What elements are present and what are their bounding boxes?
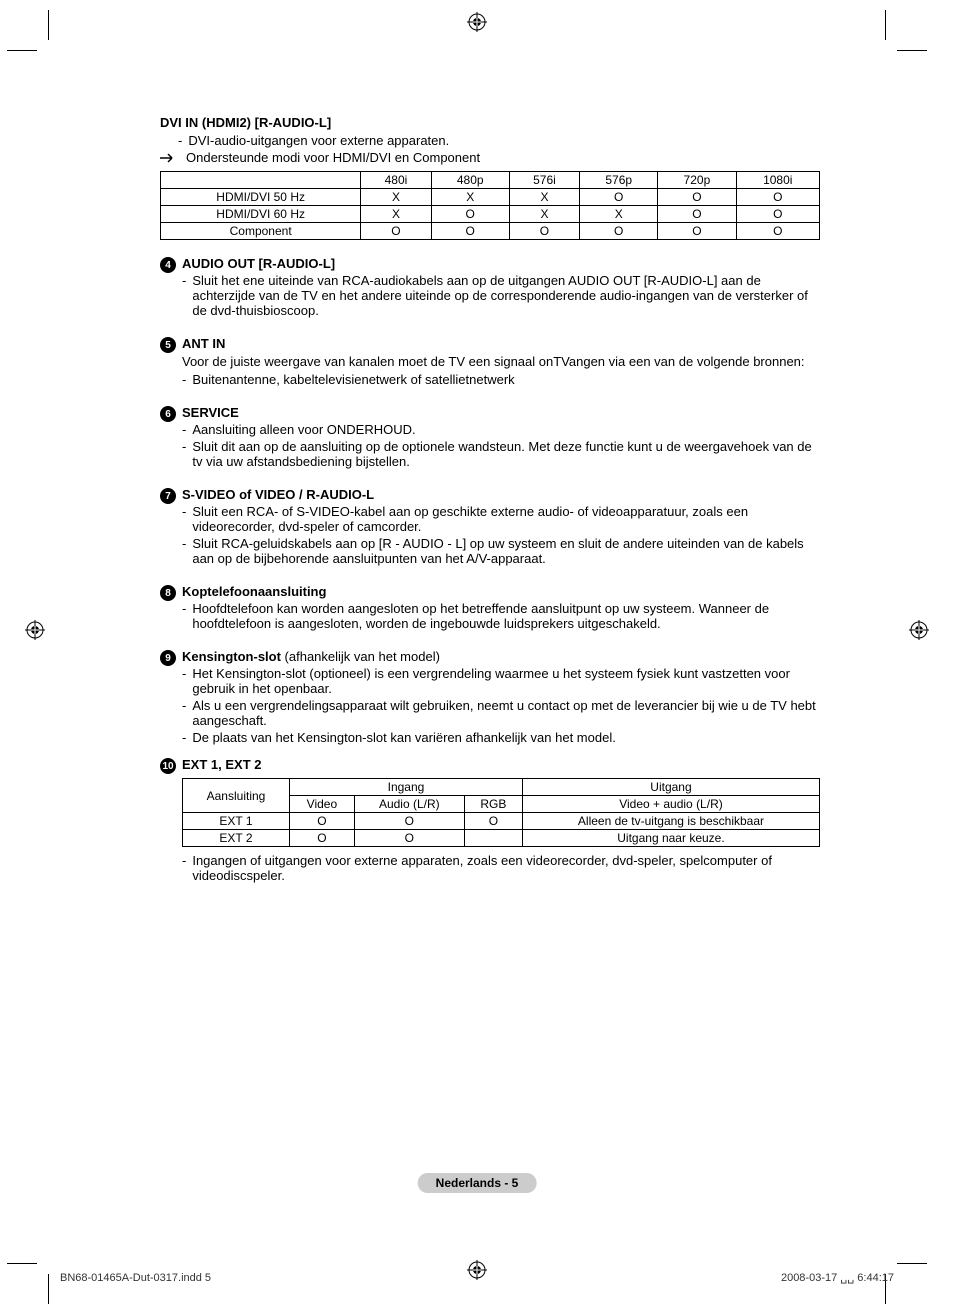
section-heading: ANT IN [182,336,820,351]
body-text: Ingangen of uitgangen voor externe appar… [192,853,820,883]
body-text: Als u een vergrendelingsapparaat wilt ge… [192,698,820,728]
table-row: HDMI/DVI 60 HzXOXXOO [161,206,820,223]
section-heading: EXT 1, EXT 2 [182,757,820,772]
body-text: DVI-audio-uitgangen voor externe apparat… [188,133,449,148]
list-item: -Sluit dit aan op de aansluiting op de o… [182,439,820,469]
registration-mark-icon [467,12,487,32]
table-row: EXT 1 O O O Alleen de tv-uitgang is besc… [183,813,820,830]
registration-mark-icon [909,620,929,640]
step-number-icon: 10 [160,758,176,774]
section-heading: SERVICE [182,405,820,420]
table-row: ComponentOOOOOO [161,223,820,240]
step-number-icon: 7 [160,488,176,504]
step-number-icon: 9 [160,650,176,666]
body-text: De plaats van het Kensington-slot kan va… [192,730,615,745]
step-number-icon: 6 [160,406,176,422]
page-content: DVI IN (HDMI2) [R-AUDIO-L] -DVI-audio-ui… [160,115,820,885]
table-header: 480p [431,172,509,189]
table-header: 576i [509,172,579,189]
note-line: Ondersteunde modi voor HDMI/DVI en Compo… [160,150,820,165]
ext-table: Aansluiting Ingang Uitgang Video Audio (… [182,778,820,847]
step-number-icon: 5 [160,337,176,353]
table-row: EXT 2 O O Uitgang naar keuze. [183,830,820,847]
list-item: -De plaats van het Kensington-slot kan v… [182,730,820,745]
table-row: HDMI/DVI 50 HzXXXOOO [161,189,820,206]
list-item: -Als u een vergrendelingsapparaat wilt g… [182,698,820,728]
list-item: -Sluit het ene uiteinde van RCA-audiokab… [182,273,820,318]
list-item: -Buitenantenne, kabeltelevisienetwerk of… [182,372,820,387]
table-header [161,172,361,189]
list-item: -Sluit RCA-geluidskabels aan op [R - AUD… [182,536,820,566]
table-header: Ingang [289,779,522,796]
table-header: Video + audio (L/R) [522,796,819,813]
list-item: -Ingangen of uitgangen voor externe appa… [182,853,820,883]
list-item: -Het Kensington-slot (optioneel) is een … [182,666,820,696]
list-item: -DVI-audio-uitgangen voor externe appara… [178,133,820,148]
dvi-heading: DVI IN (HDMI2) [R-AUDIO-L] [160,115,820,130]
body-text: Sluit een RCA- of S-VIDEO-kabel aan op g… [192,504,820,534]
table-header: Video [289,796,354,813]
section-heading: AUDIO OUT [R-AUDIO-L] [182,256,820,271]
section-heading: Koptelefoonaansluiting [182,584,820,599]
registration-mark-icon [25,620,45,640]
footer-timestamp: 2008-03-17 ␣␣ 6:44:17 [781,1271,894,1284]
body-text: Ondersteunde modi voor HDMI/DVI en Compo… [186,150,480,165]
table-header: RGB [464,796,522,813]
body-text: Sluit dit aan op de aansluiting op de op… [192,439,820,469]
body-text: Hoofdtelefoon kan worden aangesloten op … [192,601,820,631]
list-item: -Aansluiting alleen voor ONDERHOUD. [182,422,820,437]
list-item: -Hoofdtelefoon kan worden aangesloten op… [182,601,820,631]
table-header: 720p [658,172,736,189]
body-text: Het Kensington-slot (optioneel) is een v… [192,666,820,696]
arrow-icon [160,153,178,163]
table-header: 480i [361,172,431,189]
body-text: Sluit het ene uiteinde van RCA-audiokabe… [192,273,820,318]
page-number-label: Nederlands - 5 [418,1173,537,1193]
table-header: 1080i [736,172,820,189]
table-header: Aansluiting [183,779,290,813]
footer-filename: BN68-01465A-Dut-0317.indd 5 [60,1272,211,1284]
body-text: Voor de juiste weergave van kanalen moet… [182,354,820,369]
step-number-icon: 4 [160,257,176,273]
table-header: 576p [580,172,658,189]
body-text: Sluit RCA-geluidskabels aan op [R - AUDI… [192,536,820,566]
hdmi-modes-table: 480i 480p 576i 576p 720p 1080i HDMI/DVI … [160,171,820,240]
body-text: Aansluiting alleen voor ONDERHOUD. [192,422,415,437]
list-item: -Sluit een RCA- of S-VIDEO-kabel aan op … [182,504,820,534]
step-number-icon: 8 [160,585,176,601]
section-heading: S-VIDEO of VIDEO / R-AUDIO-L [182,487,820,502]
table-header: Audio (L/R) [354,796,464,813]
registration-mark-icon [467,1260,487,1280]
body-text: Buitenantenne, kabeltelevisienetwerk of … [192,372,514,387]
table-header: Uitgang [522,779,819,796]
section-heading: Kensington-slot (afhankelijk van het mod… [182,649,820,664]
